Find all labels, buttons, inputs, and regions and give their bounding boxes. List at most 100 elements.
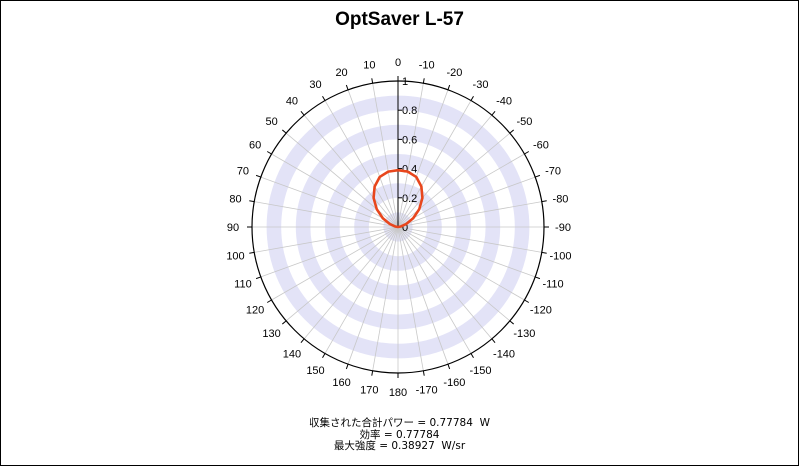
angle-tick-label: -120 — [530, 305, 552, 317]
angle-tick-label: 30 — [309, 79, 321, 91]
angle-tick-mark — [535, 276, 541, 280]
angle-tick-mark — [491, 338, 496, 343]
angle-tick-label: 150 — [306, 365, 324, 377]
angle-tick-mark — [470, 353, 474, 359]
angle-tick-mark — [447, 364, 451, 370]
angle-tick-mark — [255, 174, 261, 178]
angle-gridline — [397, 226, 542, 253]
angle-tick-mark — [255, 276, 261, 280]
angle-tick-label: 120 — [246, 305, 264, 317]
angle-tick-label: -40 — [496, 96, 512, 108]
angle-tick-mark — [322, 95, 326, 101]
angle-tick-label: -50 — [516, 116, 532, 128]
angle-tick-mark — [491, 111, 496, 116]
angle-tick-label: -20 — [446, 67, 462, 79]
angle-gridline — [397, 226, 536, 278]
angle-tick-label: -60 — [533, 140, 549, 152]
angle-gridline — [324, 100, 399, 228]
angle-tick-mark — [509, 320, 514, 325]
angle-tick-mark — [300, 338, 305, 343]
angle-tick-label: 40 — [286, 96, 298, 108]
angle-gridline — [347, 89, 399, 228]
collected-power-text: 収集された合計パワー = 0.77784 W — [309, 417, 490, 429]
angle-tick-mark — [266, 151, 272, 155]
angle-gridline — [372, 226, 399, 371]
angle-tick-mark — [266, 299, 272, 303]
angle-tick-label: -90 — [555, 222, 571, 234]
angle-tick-label: -30 — [473, 79, 489, 91]
angle-tick-label: 100 — [226, 251, 244, 263]
angle-tick-label: 110 — [234, 278, 252, 290]
angle-tick-mark — [541, 251, 547, 254]
stats-block: 収集された合計パワー = 0.77784 W 効率 = 0.77784 最大強度… — [0, 417, 799, 453]
angle-tick-label: 60 — [249, 140, 261, 152]
radial-tick-label: 0.2 — [402, 193, 417, 205]
angle-gridline — [397, 226, 424, 371]
angle-gridline — [324, 226, 399, 354]
angle-gridline — [260, 226, 399, 278]
radial-tick-label: 0 — [402, 222, 408, 234]
angle-tick-label: 70 — [237, 166, 249, 178]
angle-gridline — [285, 226, 399, 322]
efficiency-text: 効率 = 0.77784 — [359, 428, 440, 441]
angle-gridline — [260, 176, 399, 228]
angle-gridline — [347, 226, 399, 365]
angle-gridline — [397, 201, 542, 228]
angle-tick-mark — [470, 95, 474, 101]
radial-tick-label: 1 — [402, 76, 408, 88]
angle-gridline — [271, 226, 399, 301]
angle-tick-label: 80 — [229, 193, 241, 205]
angle-tick-label: 50 — [265, 116, 277, 128]
radial-tick-label: 0.8 — [402, 105, 417, 117]
angle-tick-mark — [524, 299, 530, 303]
angle-tick-label: -110 — [542, 278, 563, 290]
angle-tick-mark — [371, 78, 374, 84]
angle-tick-label: -140 — [493, 348, 515, 360]
angle-tick-label: 20 — [335, 67, 347, 79]
angle-gridline — [397, 89, 449, 228]
angle-tick-label: -160 — [443, 377, 465, 389]
angle-tick-mark — [535, 174, 541, 178]
angle-gridline — [254, 201, 399, 228]
angle-tick-mark — [249, 200, 255, 203]
angle-tick-mark — [509, 129, 514, 134]
angle-gridline — [303, 114, 399, 228]
angle-gridline — [271, 153, 399, 228]
angle-tick-label: 10 — [363, 60, 375, 72]
angle-tick-label: -80 — [553, 193, 569, 205]
angle-gridline — [303, 226, 399, 340]
angle-tick-mark — [322, 353, 326, 359]
angle-tick-mark — [345, 364, 349, 370]
angle-tick-label: 170 — [360, 384, 378, 396]
angle-tick-label: -10 — [419, 60, 435, 72]
angle-tick-label: 140 — [283, 348, 301, 360]
angle-tick-mark — [371, 370, 374, 376]
angle-tick-mark — [541, 200, 547, 203]
angle-tick-mark — [422, 370, 425, 376]
angle-tick-label: 0 — [395, 57, 401, 69]
angle-gridline — [397, 226, 525, 301]
angle-gridline — [397, 153, 525, 228]
angle-gridline — [254, 226, 399, 253]
angle-tick-label: 160 — [332, 377, 350, 389]
intensity-curve — [372, 168, 424, 229]
angle-tick-mark — [524, 151, 530, 155]
angle-tick-mark — [345, 84, 349, 90]
angle-tick-mark — [282, 320, 287, 325]
max-intensity-text: 最大強度 = 0.38927 W/sr — [333, 440, 466, 452]
angle-gridline — [397, 226, 449, 365]
angle-tick-mark — [422, 78, 425, 84]
angle-gridline — [397, 226, 472, 354]
radial-tick-label: 0.6 — [402, 134, 417, 146]
angle-gridline — [397, 100, 472, 228]
angle-gridline — [397, 226, 511, 322]
angle-gridline — [397, 226, 493, 340]
angle-tick-label: -170 — [416, 384, 438, 396]
angle-tick-mark — [282, 129, 287, 134]
angle-tick-label: -130 — [513, 328, 535, 340]
angle-tick-label: -70 — [545, 166, 561, 178]
angle-tick-mark — [249, 251, 255, 254]
angle-gridline — [372, 83, 399, 228]
angle-tick-label: -150 — [469, 365, 491, 377]
